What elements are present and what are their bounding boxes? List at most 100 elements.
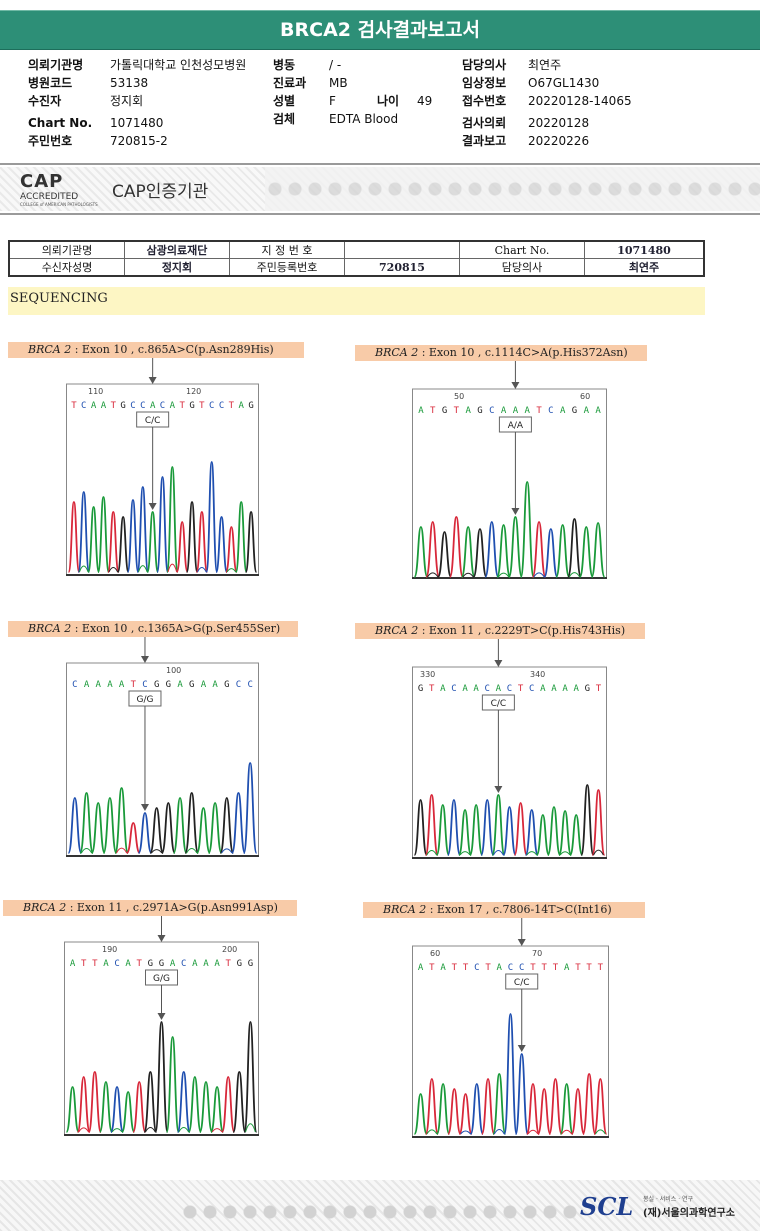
minor-peak [527,1129,539,1135]
table-cell: 720815 [344,258,460,277]
base-call: G [148,959,153,969]
genotype-call: G/G [153,974,170,984]
base-call: T [598,963,604,973]
label-report-date: 결과보고 [462,134,507,148]
base-call: T [536,406,542,416]
variant-label: BRCA 2 : Exon 10 , c.1114C>A(p.His372Asn… [355,345,647,361]
peak [198,1081,213,1133]
peak [503,1013,518,1135]
arrow-head [140,804,149,811]
peak [535,814,550,856]
value-doctor: 최연주 [528,58,562,72]
footer: SCL 봉실 · 서비스 · 연구 (재)서울의과학연구소 [0,1180,760,1231]
base-call: T [71,401,77,411]
genotype-call: G/G [136,695,153,705]
peak [508,516,523,578]
value-ward: / - [329,58,342,72]
value-chart-no: 1071480 [110,116,164,130]
peak [492,1073,507,1135]
peak [413,799,428,856]
peak [491,794,506,856]
minor-peak [497,572,510,578]
base-call: G [166,680,171,690]
peak [215,516,228,573]
position-number: 100 [166,666,181,675]
arrow-head [494,660,503,667]
patient-table: 의뢰기관명 삼광의료재단 지 정 번 호 Chart No. 1071480 수… [8,240,705,277]
info-col-3: 담당의사 최연주 임상정보 O67GL1430 접수번호 20220128-14065… [462,56,632,150]
minor-peak [167,563,178,573]
sequencing-header: SEQUENCING [8,287,705,315]
label-clinical-info: 임상정보 [462,76,507,90]
base-call: C [219,401,224,411]
peak [242,762,258,854]
minor-peak [78,1127,89,1133]
arrow-head [511,508,520,515]
base-call: G [154,680,159,690]
value-institution: 가톨릭대학교 인천성모병원 [110,58,247,72]
arrow-head [157,935,166,942]
peak [136,486,150,573]
value-clinical-info: O67GL1430 [528,76,600,90]
minor-peak [108,567,119,573]
arrow-head [494,786,503,793]
base-call: T [454,406,460,416]
peak [460,526,476,578]
arrow-head [148,377,157,384]
value-report-date: 20220226 [528,134,590,148]
minor-peak [595,1129,606,1135]
base-call: A [497,963,503,973]
base-call: C [142,680,147,690]
base-call: T [92,959,98,969]
value-specimen: EDTA Blood [329,112,399,126]
peak [97,496,110,573]
peak [502,806,517,856]
base-call: C [529,684,534,694]
arrow-head [517,939,526,946]
peak [446,799,461,856]
base-call: A [96,680,102,690]
value-age: 49 [417,94,433,108]
peak [176,1071,191,1133]
peak [469,804,484,856]
base-call: T [131,680,137,690]
peak [531,521,547,578]
position-number: 200 [222,945,237,954]
chromatogram-frame [66,662,259,857]
label-receipt-no: 접수번호 [462,94,507,108]
genotype-call: A/A [508,421,524,431]
peak [116,516,130,573]
base-call: G [477,406,482,416]
chromatogram: 50 60A T G T A G C A A A T C A G A AA/A [412,361,607,579]
base-call: A [440,963,446,973]
position-number: 60 [430,949,440,958]
value-request-date: 20220128 [528,116,590,130]
minor-peak [493,850,504,856]
arrow-head [148,503,157,510]
scl-logo: SCL [580,1192,634,1221]
peak [125,822,141,854]
peak [580,784,595,856]
peak [87,506,100,573]
info-col-1: 의뢰기관명 가톨릭대학교 인천성모병원 병원코드 53138 수진자 정지회 Char… [28,56,246,150]
variant-label: BRCA 2 : Exon 11 , c.2971A>G(p.Asn991Asp… [3,900,297,916]
base-call: T [81,959,87,969]
minor-peak [426,1129,438,1135]
base-call: A [418,963,424,973]
base-call: C [485,684,490,694]
label-institution: 의뢰기관명 [28,58,84,72]
peak [548,1078,563,1135]
table-cell: 담당의사 [459,258,585,277]
peak [207,802,223,854]
peak [67,501,81,573]
minor-peak [427,572,439,578]
peak [437,531,452,578]
peak [546,806,561,856]
minor-peak [568,572,581,578]
peak [77,491,91,573]
value-id-number: 720815-2 [110,134,168,148]
base-call: A [573,684,579,694]
base-call: T [225,959,231,969]
